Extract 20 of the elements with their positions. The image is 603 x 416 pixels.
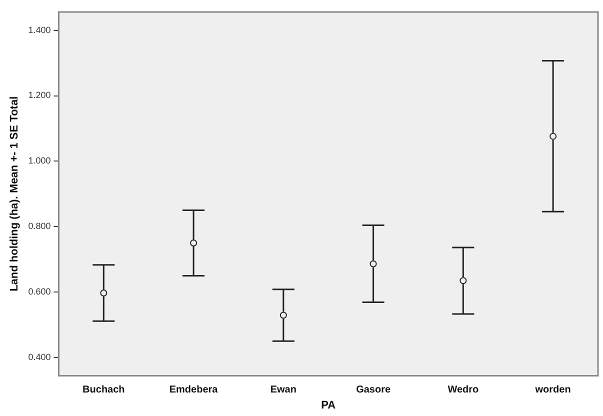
- y-tick-label: 1.400: [28, 24, 51, 35]
- y-tick-label: 1.000: [28, 156, 51, 166]
- x-tick-label: Gasore: [356, 384, 391, 396]
- point: [460, 277, 467, 284]
- y-tick-label: 0.800: [28, 221, 51, 232]
- x-tick-label: Buchach: [82, 384, 125, 396]
- x-tick-label: Ewan: [270, 384, 296, 396]
- y-tick-label: 1.200: [28, 90, 51, 100]
- point: [370, 260, 377, 268]
- y-axis-title: Land holding (ha). Mean +- 1 SE Total: [8, 96, 21, 292]
- point: [190, 239, 198, 246]
- point: [100, 290, 108, 297]
- point: [280, 312, 287, 319]
- y-tick-label: 0.600: [28, 286, 51, 297]
- point: [550, 132, 557, 140]
- y-tick-label: 0.400: [28, 352, 51, 362]
- x-tick-label: worden: [534, 384, 571, 396]
- x-tick-label: Emdebera: [169, 384, 218, 396]
- x-axis-title: PA: [321, 399, 336, 412]
- x-tick-label: Wedro: [448, 384, 479, 396]
